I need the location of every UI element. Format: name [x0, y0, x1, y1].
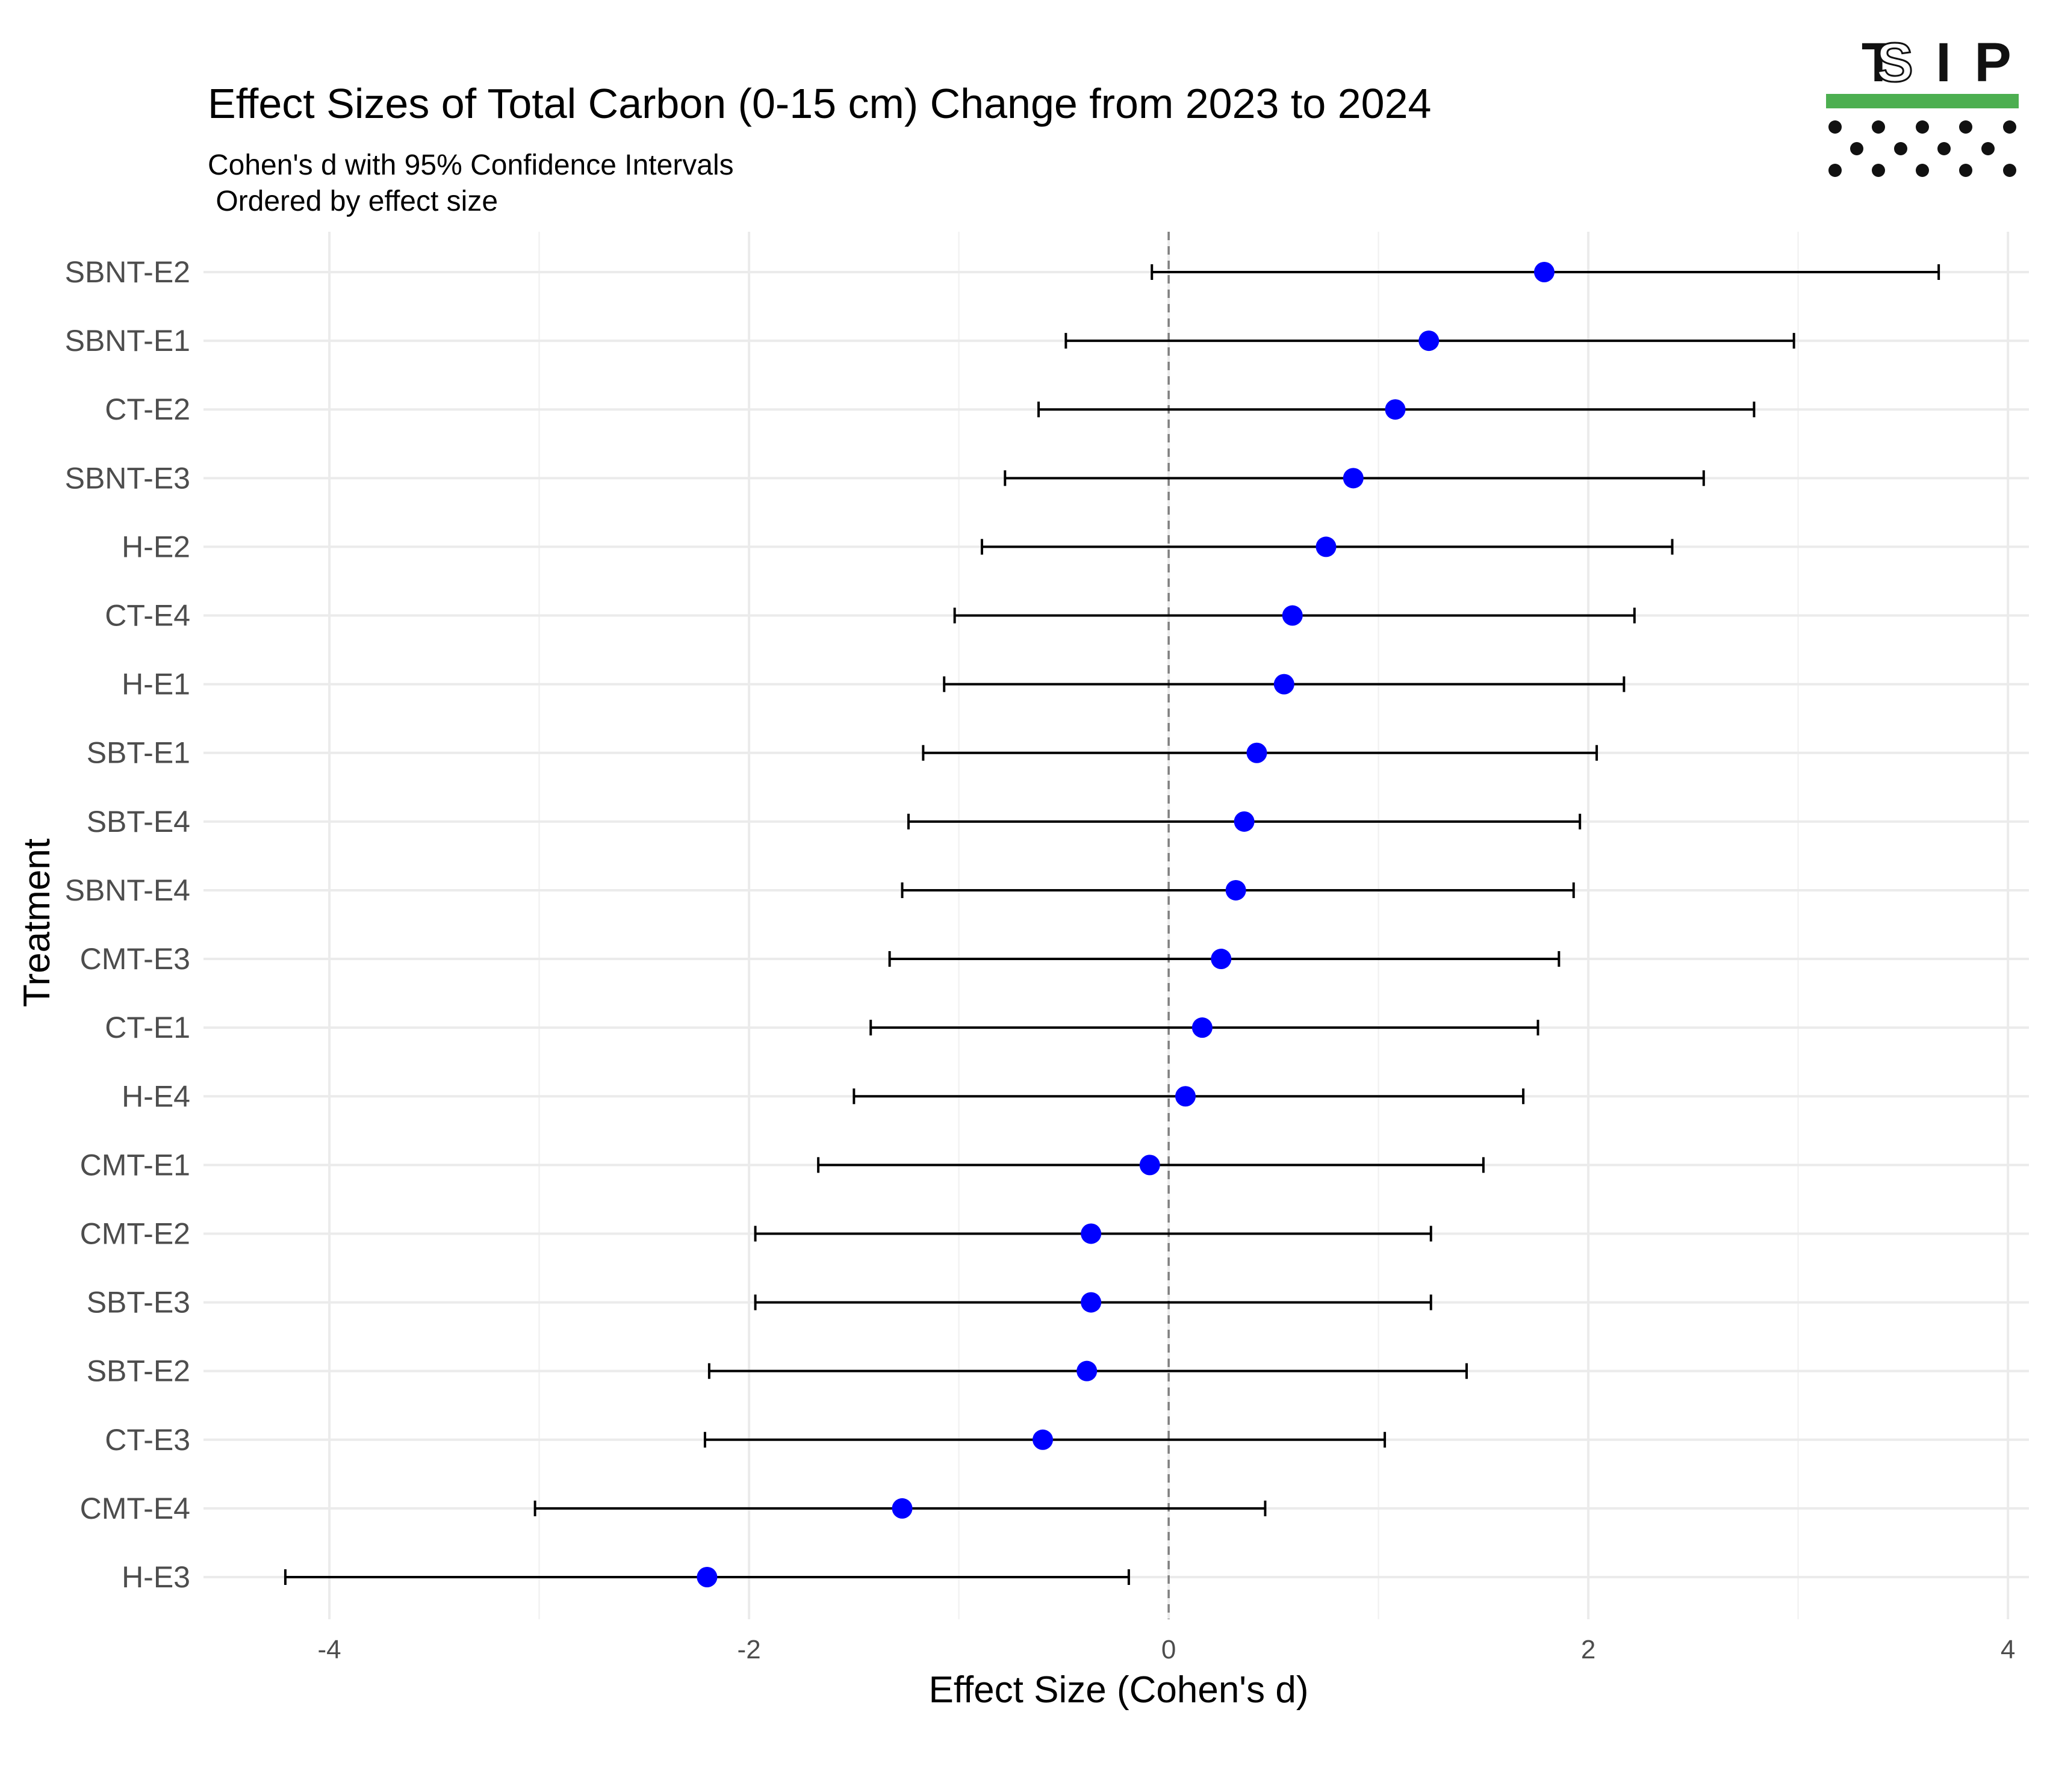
logo-letter-s: S: [1876, 32, 1913, 93]
y-tick-label: CT-E4: [105, 599, 190, 633]
x-tick-label: 2: [1581, 1635, 1595, 1664]
y-tick-label: CMT-E2: [80, 1217, 190, 1250]
logo-dot: [1916, 120, 1929, 134]
y-tick-label: CMT-E3: [80, 942, 190, 976]
effect-size-point: [1246, 742, 1267, 763]
effect-size-point: [892, 1498, 913, 1519]
effect-size-point: [1234, 811, 1255, 832]
y-tick-label: SBT-E3: [87, 1286, 190, 1319]
y-tick-label: SBT-E2: [87, 1354, 190, 1388]
grid-layer: [203, 232, 2029, 1619]
y-tick-label: SBT-E1: [87, 736, 190, 770]
logo-dot: [1937, 142, 1951, 155]
error-bar-layer: [284, 264, 1940, 1585]
effect-size-point: [1191, 1017, 1213, 1038]
y-tick-label: H-E1: [122, 668, 190, 701]
effect-size-point: [1315, 536, 1337, 557]
y-tick-label: H-E4: [122, 1079, 190, 1113]
point-layer: [697, 262, 1555, 1587]
logo-letter-t: T: [1862, 32, 1895, 93]
effect-size-point: [1343, 468, 1364, 489]
tsip-logo: T S I P: [1826, 31, 2019, 177]
chart-subtitle-line-2: Ordered by effect size: [208, 185, 498, 217]
effect-size-point: [1139, 1155, 1160, 1176]
y-tick-label: SBNT-E4: [65, 873, 190, 907]
effect-size-point: [1273, 674, 1294, 695]
y-tick-label: SBNT-E1: [65, 324, 190, 358]
effect-size-point: [1533, 262, 1555, 282]
logo-dot: [1828, 164, 1842, 177]
x-tick-label: 4: [2001, 1635, 2015, 1664]
y-tick-label: CMT-E4: [80, 1492, 190, 1525]
y-tick-label: SBT-E4: [87, 805, 190, 839]
logo-green-bar: [1826, 94, 2019, 108]
logo-dot-pattern: [1828, 120, 2016, 177]
logo-dot: [1916, 164, 1929, 177]
effect-size-point: [1211, 949, 1232, 970]
y-tick-label: H-E2: [122, 530, 190, 563]
y-tick-label: CMT-E1: [80, 1148, 190, 1182]
effect-size-point: [1175, 1086, 1196, 1107]
effect-size-point: [1225, 879, 1246, 901]
y-tick-labels: SBNT-E2 SBNT-E1 CT-E2 SBNT-E3 H-E2 CT-E4 H-E1 S…: [65, 255, 190, 1594]
y-tick-label: SBNT-E3: [65, 461, 190, 495]
effect-size-point: [1081, 1223, 1102, 1244]
logo-dot: [2003, 164, 2016, 177]
effect-size-point: [1282, 605, 1303, 626]
logo-dot: [1981, 142, 1995, 155]
y-tick-label: SBNT-E2: [65, 255, 190, 289]
effect-size-point: [1081, 1292, 1102, 1313]
x-tick-label: -4: [318, 1635, 341, 1664]
y-axis-title: Treatment: [16, 839, 58, 1007]
x-tick-labels: -4 -2 0 2 4: [318, 1635, 2016, 1664]
effect-size-point: [1033, 1429, 1054, 1450]
logo-letter-i: I: [1936, 32, 1951, 93]
logo-dot: [1828, 120, 1842, 134]
y-tick-label: CT-E3: [105, 1423, 190, 1457]
logo-dot: [1959, 120, 1972, 134]
effect-size-point: [1385, 399, 1406, 420]
logo-letter-p: P: [1974, 32, 2011, 93]
effect-size-point: [697, 1567, 718, 1587]
y-tick-label: CT-E1: [105, 1011, 190, 1044]
x-axis-title: Effect Size (Cohen's d): [929, 1669, 1309, 1711]
effect-size-point: [1418, 330, 1440, 352]
logo-dot: [1894, 142, 1907, 155]
x-tick-label: 0: [1161, 1635, 1176, 1664]
y-tick-label: H-E3: [122, 1560, 190, 1594]
logo-dot: [1872, 164, 1885, 177]
logo-dot: [2003, 120, 2016, 134]
chart-subtitle-line-1: Cohen's d with 95% Confidence Intervals: [208, 149, 734, 181]
effect-size-point: [1076, 1360, 1098, 1381]
logo-dot: [1872, 120, 1885, 134]
x-tick-label: -2: [738, 1635, 761, 1664]
logo-dot: [1850, 142, 1863, 155]
y-tick-label: CT-E2: [105, 392, 190, 426]
logo-dot: [1959, 164, 1972, 177]
chart-title: Effect Sizes of Total Carbon (0-15 cm) C…: [208, 80, 1431, 127]
